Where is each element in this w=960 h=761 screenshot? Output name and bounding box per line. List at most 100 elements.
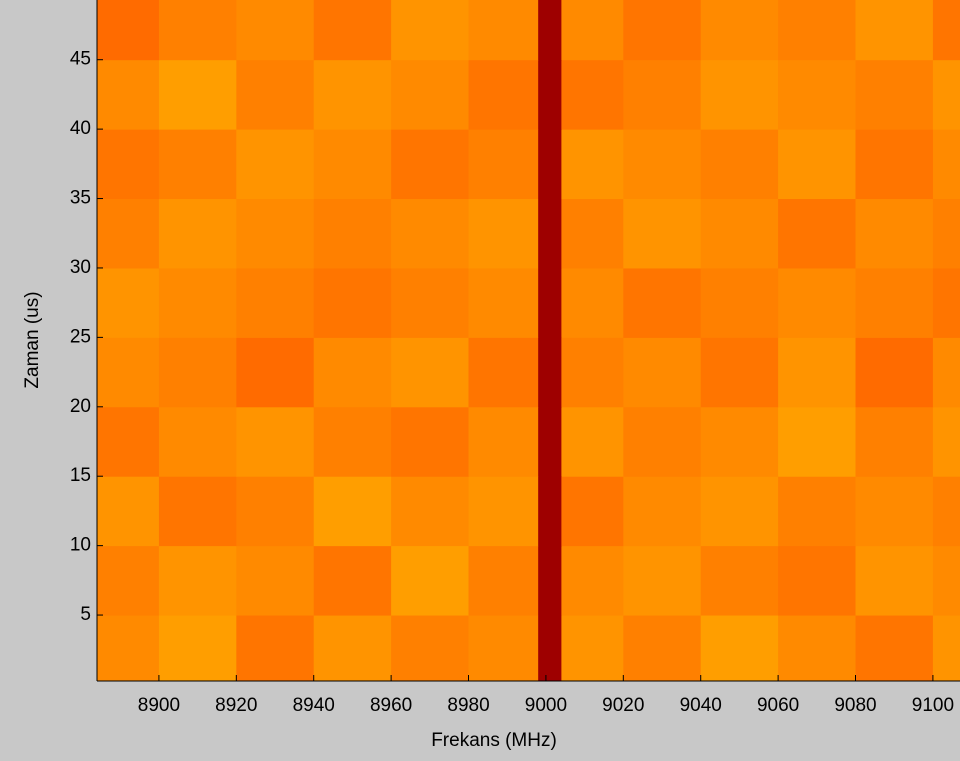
heatmap-cell [159,546,237,616]
heatmap-cell [561,60,623,130]
heatmap-cell [778,268,856,338]
heatmap-cell [623,60,701,130]
heatmap-cell [778,129,856,199]
x-tick-label: 9080 [834,695,876,716]
heatmap-cell [314,476,392,546]
heatmap-cell [701,60,779,130]
heatmap-cell [701,546,779,616]
heatmap-cell [538,129,562,199]
heatmap-cell [391,60,469,130]
heatmap-cell [314,129,392,199]
heatmap-cell [391,615,469,681]
heatmap-cell [97,268,159,338]
chart: Frekans (MHz) Zaman (us) 890089208940896… [0,0,960,761]
heatmap-cell [561,546,623,616]
y-tick-label: 10 [70,535,91,556]
heatmap-cell [538,0,562,60]
y-tick-label: 35 [70,188,91,209]
heatmap-cell [314,199,392,269]
heatmap-cell [856,546,934,616]
heatmap-cell [538,615,562,681]
heatmap-cell [236,0,314,60]
heatmap-cell [469,476,539,546]
heatmap-cell [236,268,314,338]
heatmap-cell [314,615,392,681]
heatmap-cell [701,615,779,681]
heatmap-cell [778,476,856,546]
heatmap-cell [391,337,469,407]
heatmap-cell [469,129,539,199]
heatmap-cell [778,407,856,477]
heatmap-cell [778,199,856,269]
heatmap-cell [97,0,159,60]
heatmap-cell [159,476,237,546]
y-tick-label: 20 [70,396,91,417]
heatmap-cell [391,476,469,546]
heatmap-cell [469,615,539,681]
x-tick-label: 8920 [215,695,257,716]
heatmap-cell [701,129,779,199]
heatmap-cell [97,546,159,616]
heatmap-cell [391,546,469,616]
heatmap-cell [856,476,934,546]
heatmap-cell [469,407,539,477]
heatmap-cell [314,60,392,130]
y-axis-label: Zaman (us) [22,291,43,388]
heatmap-cell [561,268,623,338]
heatmap-cell [561,615,623,681]
heatmap-cell [623,0,701,60]
heatmap-cell [933,60,960,130]
y-tick-label: 45 [70,49,91,70]
heatmap-cell [623,199,701,269]
heatmap-cell [933,129,960,199]
heatmap-cell [623,129,701,199]
heatmap-cell [561,407,623,477]
heatmap-cell [701,337,779,407]
heatmap-cell [933,268,960,338]
heatmap-cell [933,199,960,269]
heatmap-cell [236,199,314,269]
heatmap-cell [159,199,237,269]
x-tick-label: 8940 [293,695,335,716]
heatmap-cell [314,0,392,60]
heatmap-cell [97,129,159,199]
heatmap-cell [236,60,314,130]
heatmap-cell [778,60,856,130]
y-tick-label: 5 [80,604,91,625]
y-tick-label: 25 [70,326,91,347]
x-tick-label: 8980 [447,695,489,716]
heatmap-cell [159,337,237,407]
heatmap-cell [778,615,856,681]
heatmap-cell [159,60,237,130]
x-axis-label: Frekans (MHz) [431,730,557,751]
heatmap-cell [561,199,623,269]
heatmap-cell [933,337,960,407]
heatmap-cell [778,546,856,616]
heatmap-cell [856,60,934,130]
heatmap-cell [561,337,623,407]
heatmap-cell [391,199,469,269]
heatmap-cell [159,0,237,60]
heatmap-cell [933,0,960,60]
heatmap-cell [701,268,779,338]
heatmap-cell [856,615,934,681]
heatmap-cell [623,407,701,477]
heatmap-cell [236,129,314,199]
heatmap-cell [236,407,314,477]
heatmap-cell [856,129,934,199]
heatmap-cell [236,615,314,681]
heatmap-cell [159,129,237,199]
heatmap-cell [97,199,159,269]
heatmap-cell [701,407,779,477]
heatmap-cell [469,60,539,130]
heatmap-cell [623,546,701,616]
heatmap-cell [701,0,779,60]
x-tick-label: 9060 [757,695,799,716]
x-tick-label: 8960 [370,695,412,716]
heatmap-cell [159,407,237,477]
heatmap-cell [933,407,960,477]
heatmap-cell [314,268,392,338]
heatmap-cell [856,268,934,338]
heatmap-cell [159,268,237,338]
heatmap-cell [623,268,701,338]
